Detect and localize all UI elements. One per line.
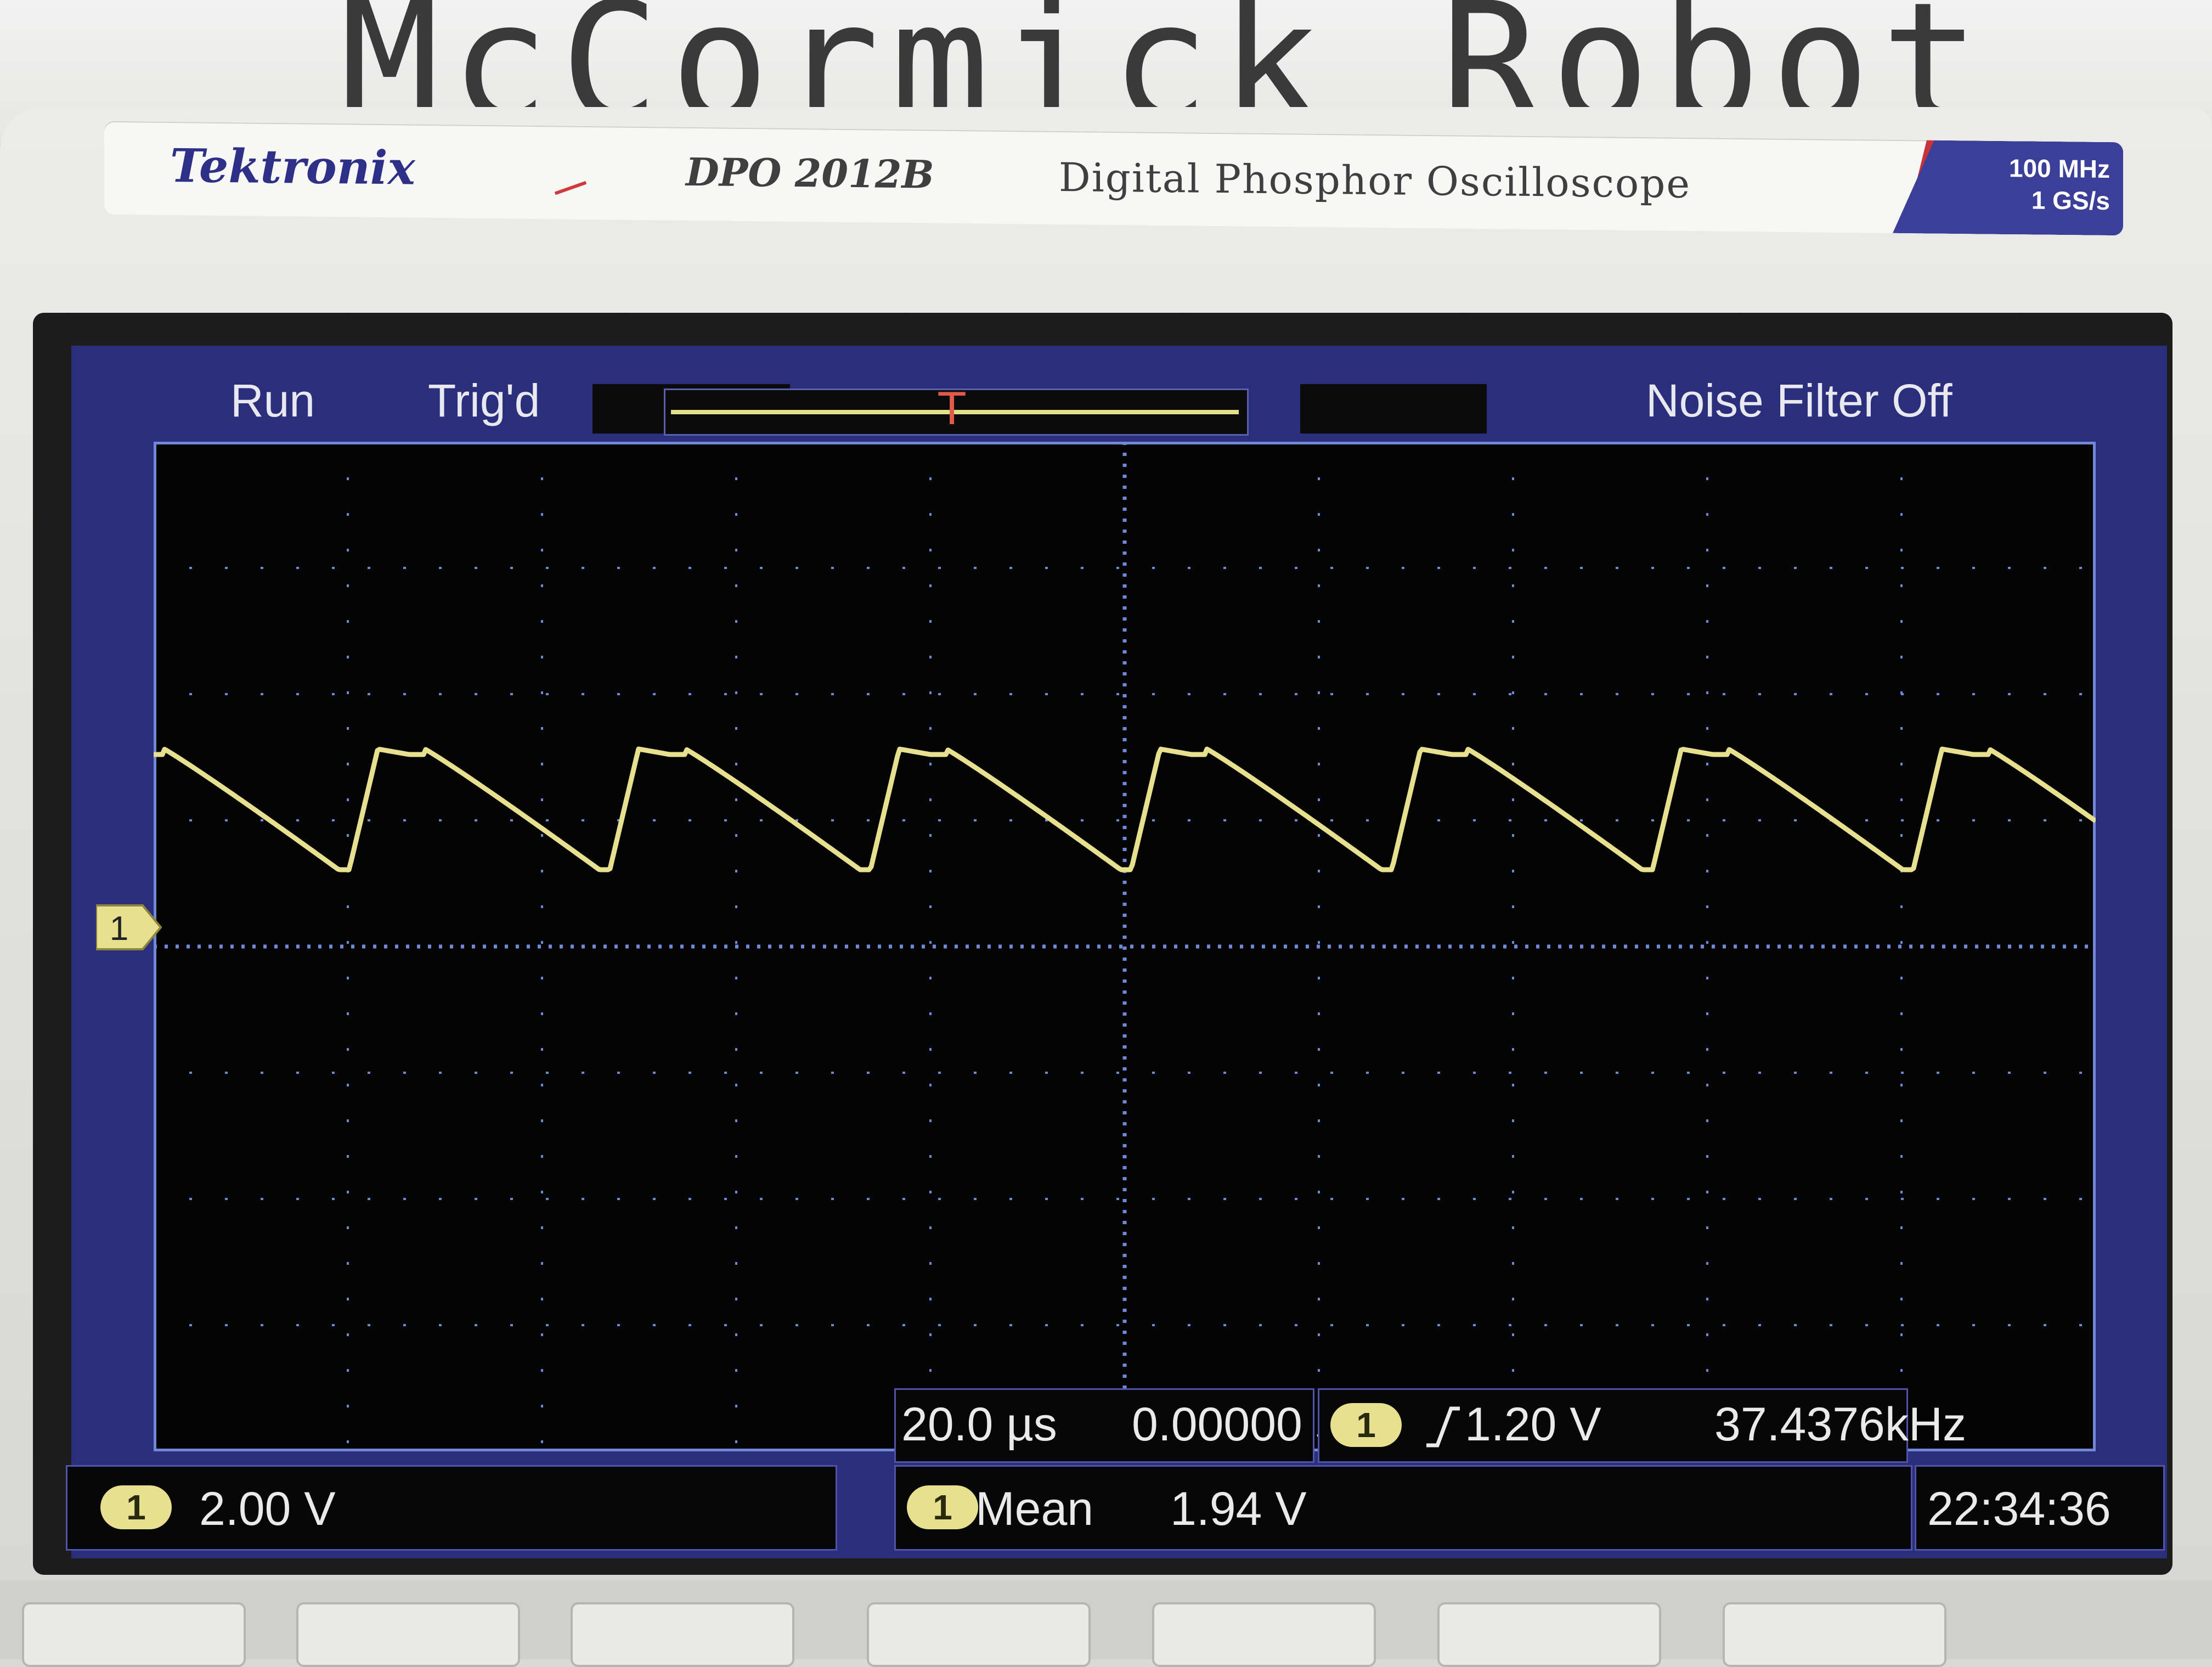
status-box-right: [1300, 384, 1487, 433]
trigger-position-icon[interactable]: T: [938, 384, 966, 435]
bezel-button-4[interactable]: [867, 1602, 1091, 1667]
channel1-marker-label: 1: [110, 910, 128, 948]
clock-time: 22:34:36: [1927, 1483, 2111, 1535]
trigger-status: Trig'd: [428, 375, 540, 426]
model-description: Digital Phosphor Oscilloscope: [1059, 154, 1691, 207]
bezel-button-2[interactable]: [296, 1602, 520, 1667]
clock-readout: 22:34:36: [1915, 1465, 2165, 1551]
timebase-readout[interactable]: 20.0 µs 0.00000 s: [894, 1388, 1339, 1463]
spec-bandwidth: 100 MHz: [2008, 154, 2110, 184]
brand-swoosh-mark: [554, 181, 587, 195]
record-trace-line: [671, 410, 1239, 414]
measurement-channel-badge: 1: [907, 1485, 978, 1529]
acquisition-status[interactable]: Run: [230, 375, 315, 426]
channel1-ground-marker[interactable]: 1: [96, 903, 162, 952]
trigger-readout[interactable]: 1 1.20 V 37.4376kHz: [1318, 1388, 1966, 1463]
measurement-value: 1.94 V: [1170, 1483, 1307, 1535]
bezel-button-3[interactable]: [571, 1602, 794, 1667]
channel1-volts-per-div: 2.00 V: [199, 1483, 336, 1535]
front-panel-buttons: [0, 1580, 2212, 1667]
status-bar: Run Trig'd T Noise Filter Off: [71, 346, 2167, 439]
graticule-svg: [154, 442, 2096, 1451]
scope-screen: Run Trig'd T Noise Filter Off 1 20.0 µs …: [66, 346, 2167, 1558]
trigger-channel-badge: 1: [1330, 1403, 1402, 1447]
channel1-scale-readout[interactable]: 1 2.00 V: [66, 1465, 837, 1551]
channel1-trace: [154, 746, 2096, 872]
readout-bar: 20.0 µs 0.00000 s 1 1.20 V 37.4376kHz 1 …: [66, 1388, 2167, 1558]
bezel-button-5[interactable]: [1152, 1602, 1376, 1667]
bezel-button-6[interactable]: [1437, 1602, 1661, 1667]
time-per-div: 20.0 µs: [901, 1398, 1057, 1451]
graticule-grid: [154, 442, 2096, 1451]
waveform-graticule[interactable]: [154, 442, 2096, 1451]
trigger-level: 1.20 V: [1465, 1398, 1601, 1451]
record-view-bar: [664, 388, 1249, 436]
spec-sample-rate: 1 GS/s: [2031, 185, 2110, 216]
model-number: DPO 2012B: [686, 149, 934, 198]
measurement-readout[interactable]: 1 Mean 1.94 V: [894, 1465, 1912, 1551]
bezel-button-7[interactable]: [1723, 1602, 1946, 1667]
horizontal-position: 0.00000 s: [1132, 1398, 1339, 1451]
noise-filter-status: Noise Filter Off: [1646, 375, 1953, 426]
channel1-badge: 1: [100, 1485, 172, 1529]
bezel-button-1[interactable]: [22, 1602, 246, 1667]
measurement-name: Mean: [975, 1483, 1094, 1535]
rising-edge-icon: [1426, 1406, 1460, 1448]
brand-logo: Tektronix: [170, 138, 415, 195]
trigger-frequency: 37.4376kHz: [1714, 1398, 1966, 1451]
